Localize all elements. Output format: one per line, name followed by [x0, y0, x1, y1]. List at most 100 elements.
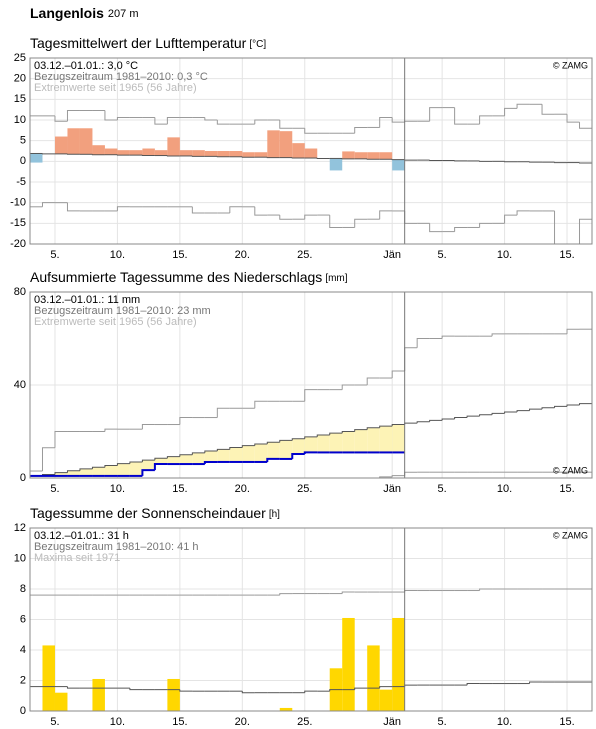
bar: [79, 128, 93, 155]
y-tick-label: 0: [20, 155, 26, 167]
normal-line: [54, 472, 68, 475]
x-tick-label: 15.: [172, 483, 187, 495]
normal-line: [129, 461, 143, 464]
x-tick-label: 20.: [235, 483, 250, 495]
chart-panel: Aufsummierte Tagessumme des Niederschlag…: [14, 269, 593, 495]
bar: [217, 151, 230, 157]
x-tick-label: 10.: [497, 249, 512, 261]
normal-line: [304, 690, 318, 693]
extreme-min-line: [379, 210, 393, 220]
normal-line: [204, 450, 218, 453]
extreme-max-line: [541, 104, 555, 115]
bar: [379, 152, 393, 160]
cumulative-line: [266, 457, 280, 462]
plot-frame: [29, 527, 593, 712]
bar: [92, 678, 105, 711]
bar: [242, 152, 255, 158]
normal-line: [66, 686, 80, 689]
deficit-area: [179, 454, 193, 465]
deficit-area: [79, 468, 93, 476]
y-tick-label: -20: [10, 238, 26, 250]
extreme-max-line: [354, 126, 368, 134]
normal-line: [454, 417, 468, 419]
chart-title: Aufsummierte Tagessumme des Niederschlag…: [30, 269, 348, 285]
annotation: Bezugszeitraum 1981–2010: 41 h: [34, 541, 199, 553]
deficit-area: [104, 465, 118, 476]
normal-line: [429, 419, 443, 422]
extreme-max-line: [279, 120, 293, 129]
extreme-max-line: [566, 114, 580, 123]
x-tick-label: Jän: [383, 249, 401, 261]
normal-line: [354, 429, 368, 432]
x-tick-label: 15.: [559, 716, 574, 728]
deficit-area: [117, 463, 130, 476]
normal-line: [354, 687, 368, 690]
extreme-max-line: [116, 117, 130, 120]
y-tick-label: 12: [14, 522, 26, 534]
deficit-area: [67, 470, 80, 476]
x-tick-label: 15.: [559, 249, 574, 261]
extreme-min-line: [516, 210, 530, 216]
plot-frame: [29, 57, 593, 245]
bar: [42, 645, 55, 711]
station-elevation: 207 m: [108, 8, 139, 20]
normal-line: [529, 408, 543, 411]
y-tick-label: 2: [20, 674, 26, 686]
normal-line: [191, 452, 205, 455]
bar: [342, 617, 355, 711]
normal-line: [379, 425, 393, 428]
chart-unit: [°C]: [249, 39, 266, 50]
deficit-area: [279, 440, 293, 459]
bar: [267, 130, 280, 158]
normal-line: [179, 454, 193, 457]
normal-line: [141, 459, 155, 462]
bar: [329, 158, 343, 171]
normal-line: [216, 448, 230, 452]
bar: [354, 152, 368, 159]
deficit-area: [54, 472, 68, 476]
extreme-min-line: [454, 226, 468, 232]
normal-line: [79, 468, 93, 471]
normal-line: [104, 464, 118, 468]
bar: [392, 617, 405, 711]
annotation: Extremwerte seit 1965 (56 Jahre): [34, 82, 197, 94]
chart-title: Tagessumme der Sonnenscheindauer [h]: [30, 505, 280, 521]
cumulative-line: [303, 451, 318, 455]
extreme-max-line: [41, 447, 55, 472]
extreme-max-line: [54, 115, 68, 122]
extreme-max-line: [254, 119, 268, 125]
chart-title-text: Tagessumme der Sonnenscheindauer: [30, 505, 266, 521]
deficit-area: [267, 442, 280, 459]
extreme-min-line: [116, 206, 130, 211]
extreme-max-line: [66, 109, 80, 122]
chart-title: Tagesmittelwert der Lufttemperatur [°C]: [30, 35, 266, 51]
deficit-area: [167, 456, 180, 465]
bar: [154, 150, 168, 156]
deficit-area: [229, 447, 243, 462]
x-tick-label: 25.: [297, 483, 312, 495]
normal-line: [279, 439, 293, 443]
deficit-area: [217, 449, 230, 462]
normal-line: [391, 424, 405, 427]
normal-line: [254, 443, 268, 446]
y-tick-label: 10: [14, 114, 26, 126]
extreme-max-line: [391, 370, 405, 379]
extreme-max-line: [104, 110, 118, 121]
deficit-area: [92, 467, 105, 476]
normal-line: [441, 418, 455, 421]
extreme-max-line: [304, 389, 318, 402]
extreme-max-line: [379, 117, 393, 128]
deficit-area: [292, 438, 305, 455]
extreme-max-line: [154, 117, 168, 125]
normal-line: [529, 681, 543, 684]
deficit-area: [242, 445, 255, 462]
chart-panel: Tagesmittelwert der Lufttemperatur [°C] -2…: [10, 35, 593, 261]
annotation: Maxima seit 1971: [34, 552, 120, 564]
y-tick-label: 15: [14, 93, 26, 105]
bar: [167, 678, 180, 711]
normal-line: [516, 410, 530, 412]
extreme-min-line: [429, 223, 443, 233]
bar: [54, 692, 68, 711]
bar: [192, 150, 205, 157]
deficit-area: [317, 434, 330, 453]
